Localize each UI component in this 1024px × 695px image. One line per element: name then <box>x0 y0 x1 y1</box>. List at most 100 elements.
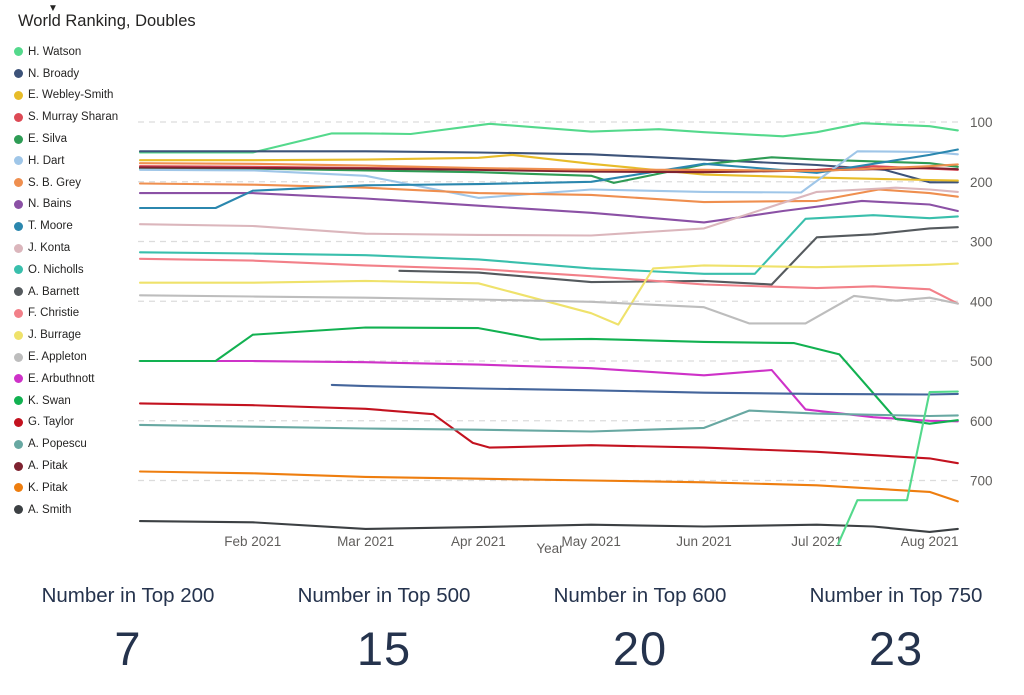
x-axis-tick: Jul 2021 <box>791 534 842 549</box>
legend-item-f-christie[interactable]: F. Christie <box>14 303 136 325</box>
x-axis-title: Year <box>536 541 564 556</box>
legend-item-a-smith[interactable]: A. Smith <box>14 499 136 521</box>
kpi-card-top-750[interactable]: Number in Top 750 23 <box>768 566 1024 695</box>
legend-color-dot-icon <box>14 374 23 384</box>
legend-color-dot-icon <box>14 265 23 275</box>
legend-color-dot-icon <box>14 156 23 166</box>
legend-color-dot-icon <box>14 199 23 209</box>
series-line-s-b-grey[interactable] <box>138 182 959 204</box>
series-line-j-burrage[interactable] <box>138 262 959 326</box>
x-axis-tick: Jun 2021 <box>676 534 732 549</box>
line-chart-visual: World Ranking, Doubles H. Watson N. Broad… <box>14 4 1024 556</box>
legend-item-g-taylor[interactable]: G. Taylor <box>14 412 136 434</box>
legend-item-o-nicholls[interactable]: O. Nicholls <box>14 259 136 281</box>
series-line-k-pitak[interactable] <box>138 470 959 503</box>
y-axis-tick: 100 <box>970 115 993 130</box>
legend-item-label: N. Broady <box>28 67 80 80</box>
legend-color-dot-icon <box>14 417 23 427</box>
legend-item-label: H. Watson <box>28 45 82 58</box>
legend-color-dot-icon <box>14 90 23 100</box>
legend-item-label: A. Barnett <box>28 285 80 298</box>
legend-color-dot-icon <box>14 69 23 79</box>
legend-color-dot-icon <box>14 439 23 449</box>
legend-item-j-burrage[interactable]: J. Burrage <box>14 324 136 346</box>
series-line-unlabeled[interactable] <box>837 390 959 545</box>
series-line-e-webley-smith[interactable] <box>138 153 959 182</box>
legend-item-a-pitak[interactable]: A. Pitak <box>14 455 136 477</box>
series-line-unlabeled[interactable] <box>330 383 959 396</box>
legend-color-dot-icon <box>14 287 23 297</box>
y-axis-tick: 600 <box>970 414 993 429</box>
y-axis-tick: 500 <box>970 354 993 369</box>
legend-item-e-appleton[interactable]: E. Appleton <box>14 346 136 368</box>
legend-item-a-barnett[interactable]: A. Barnett <box>14 281 136 303</box>
legend-color-dot-icon <box>14 352 23 362</box>
legend-scroll-down-button[interactable]: ▼ <box>48 4 1024 14</box>
kpi-card-row: Number in Top 200 7 Number in Top 500 15… <box>0 566 1024 695</box>
kpi-card-top-500[interactable]: Number in Top 500 15 <box>256 566 512 695</box>
kpi-label: Number in Top 600 <box>553 584 727 607</box>
legend-item-label: A. Smith <box>28 503 72 516</box>
legend-item-label: S. Murray Sharan <box>28 111 119 124</box>
legend-item-s-murray-sharan[interactable]: S. Murray Sharan <box>14 106 136 128</box>
series-line-n-bains[interactable] <box>138 192 959 224</box>
legend-item-k-pitak[interactable]: K. Pitak <box>14 477 136 499</box>
legend-item-label: J. Konta <box>28 242 71 255</box>
series-line-h-watson[interactable] <box>138 122 959 154</box>
x-axis-tick: Mar 2021 <box>337 534 394 549</box>
kpi-card-top-200[interactable]: Number in Top 200 7 <box>0 566 256 695</box>
legend-item-t-moore[interactable]: T. Moore <box>14 215 136 237</box>
legend-color-dot-icon <box>14 221 23 231</box>
legend-item-label: T. Moore <box>28 220 73 233</box>
legend-color-dot-icon <box>14 483 23 493</box>
series-line-f-christie[interactable] <box>138 257 959 305</box>
page-title: World Ranking, Doubles <box>18 12 196 30</box>
series-line-e-arbuthnott[interactable] <box>138 359 959 423</box>
legend-item-n-bains[interactable]: N. Bains <box>14 194 136 216</box>
series-line-h-dart[interactable] <box>138 150 959 199</box>
series-line-j-konta[interactable] <box>138 186 959 237</box>
legend-color-dot-icon <box>14 308 23 318</box>
x-axis-tick: Apr 2021 <box>451 534 506 549</box>
legend-color-dot-icon <box>14 178 23 188</box>
kpi-card-top-600[interactable]: Number in Top 600 20 <box>512 566 768 695</box>
legend-item-k-swan[interactable]: K. Swan <box>14 390 136 412</box>
y-axis-tick: 200 <box>970 175 993 190</box>
legend-item-label: F. Christie <box>28 307 80 320</box>
kpi-value: 20 <box>612 622 668 675</box>
legend-item-s-b-grey[interactable]: S. B. Grey <box>14 172 136 194</box>
legend-item-e-silva[interactable]: E. Silva <box>14 128 136 150</box>
legend-item-a-popescu[interactable]: A. Popescu <box>14 433 136 455</box>
kpi-value: 15 <box>356 622 412 675</box>
y-axis-tick: 700 <box>970 474 993 489</box>
y-axis-tick: 300 <box>970 235 993 250</box>
series-line-t-moore[interactable] <box>138 148 959 210</box>
x-axis-tick: Feb 2021 <box>224 534 281 549</box>
series-line-o-nicholls[interactable] <box>138 214 959 275</box>
kpi-value: 7 <box>114 622 142 675</box>
series-line-unlabeled[interactable] <box>138 162 959 173</box>
series-line-g-taylor[interactable] <box>138 402 959 465</box>
legend-item-label: A. Popescu <box>28 438 87 451</box>
series-line-k-swan[interactable] <box>138 326 959 425</box>
legend-item-n-broady[interactable]: N. Broady <box>14 63 136 85</box>
x-axis-tick: May 2021 <box>562 534 621 549</box>
series-line-a-popescu[interactable] <box>138 409 959 433</box>
kpi-value: 23 <box>868 622 924 675</box>
legend-item-label: O. Nicholls <box>28 263 84 276</box>
legend-item-e-arbuthnott[interactable]: E. Arbuthnott <box>14 368 136 390</box>
legend-color-dot-icon <box>14 330 23 340</box>
series-line-e-silva[interactable] <box>138 156 959 184</box>
series-line-a-smith[interactable] <box>138 520 959 533</box>
legend-item-h-dart[interactable]: H. Dart <box>14 150 136 172</box>
ranking-line-plot: 100 200 300 400 500 600 700 Feb 2021 Mar 2021 Apr… <box>138 115 993 549</box>
series-line-a-barnett[interactable] <box>398 226 959 286</box>
legend-item-e-webley-smith[interactable]: E. Webley-Smith <box>14 85 136 107</box>
legend-item-h-watson[interactable]: H. Watson <box>14 41 136 63</box>
series-line-e-appleton[interactable] <box>138 294 959 325</box>
legend-item-j-konta[interactable]: J. Konta <box>14 237 136 259</box>
x-axis-tick: Aug 2021 <box>901 534 959 549</box>
legend-item-label: E. Arbuthnott <box>28 372 95 385</box>
legend-color-dot-icon <box>14 47 23 57</box>
series-line-n-broady[interactable] <box>138 150 959 184</box>
